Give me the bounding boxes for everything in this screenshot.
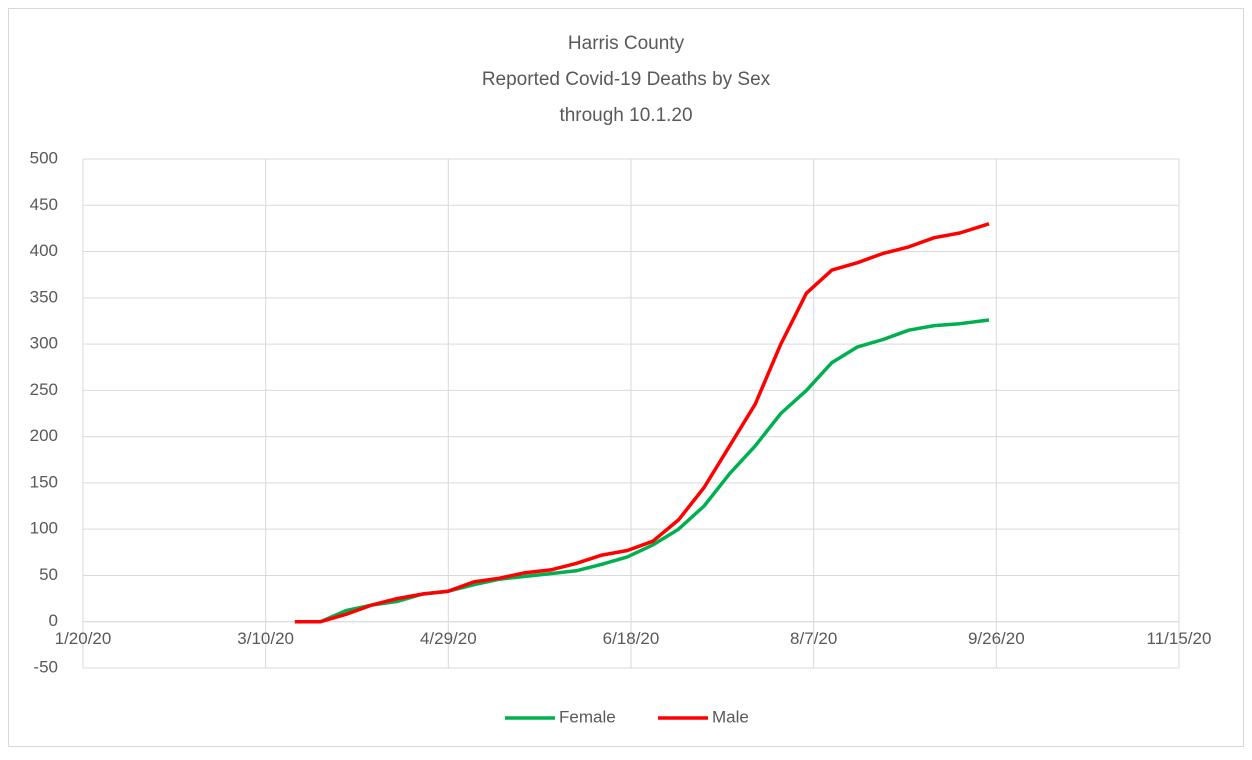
y-tick-label: 200	[30, 426, 58, 445]
y-tick-label: -50	[33, 657, 58, 676]
x-tick-label: 6/18/20	[603, 629, 660, 648]
x-tick-label: 1/20/20	[55, 629, 112, 648]
chart-title: Reported Covid-19 Deaths by Sex	[482, 69, 771, 90]
y-tick-label: 150	[30, 472, 58, 491]
y-tick-label: 350	[30, 287, 58, 306]
chart-title: through 10.1.20	[559, 105, 692, 126]
y-tick-label: 250	[30, 380, 58, 399]
y-tick-label: 450	[30, 195, 58, 214]
y-tick-label: 0	[49, 611, 58, 630]
legend-label: Male	[712, 707, 749, 726]
legend-label: Female	[559, 707, 616, 726]
x-tick-label: 8/7/20	[790, 629, 837, 648]
chart-title: Harris County	[568, 33, 685, 54]
x-tick-label: 4/29/20	[420, 629, 477, 648]
y-tick-label: 50	[39, 565, 58, 584]
y-tick-label: 400	[30, 241, 58, 260]
y-tick-label: 100	[30, 519, 58, 538]
x-tick-label: 11/15/20	[1147, 629, 1212, 648]
x-tick-label: 9/26/20	[968, 629, 1025, 648]
y-tick-label: 500	[30, 148, 58, 167]
data-line	[294, 222, 990, 624]
y-tick-label: 300	[30, 334, 58, 353]
x-tick-label: 3/10/20	[237, 629, 294, 648]
chart-border	[8, 8, 1244, 747]
